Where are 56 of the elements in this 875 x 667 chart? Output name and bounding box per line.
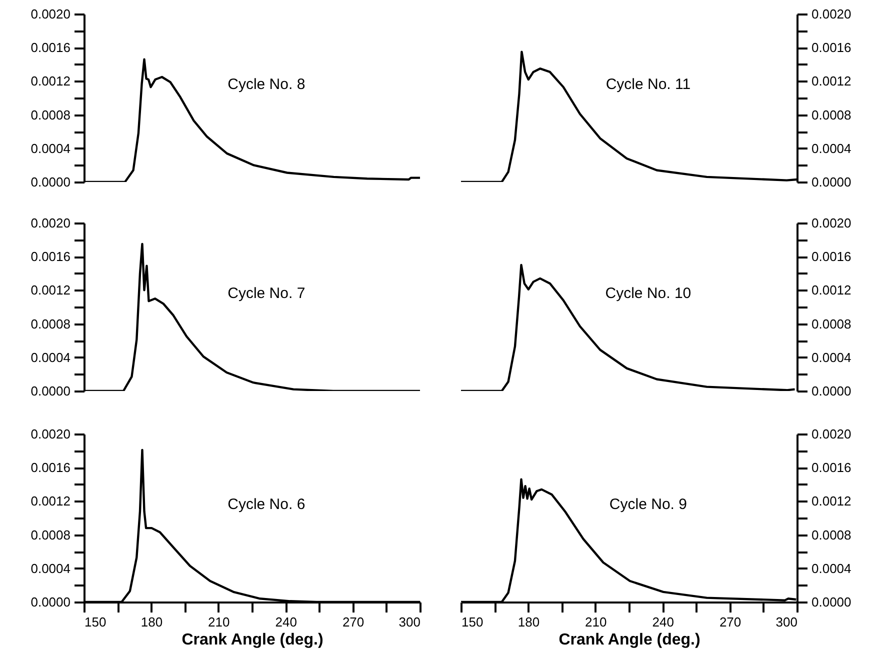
x-axis-title: Crank Angle (deg.) — [182, 632, 324, 648]
x-tick-label: 180 — [140, 614, 163, 630]
y2-tick-label: 0.0016 — [812, 460, 852, 476]
y-tick-label: 0.0004 — [30, 350, 70, 365]
y2-tick-label: 0.0016 — [812, 40, 852, 56]
y-tick-label: 0.0004 — [30, 560, 70, 576]
x-tick-label: 270 — [342, 614, 364, 630]
y-tick-label: 0.0004 — [30, 140, 70, 156]
x-tick-label: 240 — [652, 614, 674, 630]
annotation: Cycle No. 10 — [605, 285, 692, 302]
x-tick-label: 240 — [275, 614, 297, 630]
y-tick-label: 0.0016 — [30, 249, 70, 264]
y-tick-label: 0.0016 — [30, 460, 70, 476]
y2-tick-label: 0.0004 — [812, 350, 852, 365]
y-tick-label: 0.0012 — [30, 282, 70, 298]
x-tick-label: 210 — [208, 614, 230, 630]
annotation: Cycle No. 8 — [228, 76, 306, 93]
y-tick-label: 0.0012 — [30, 494, 70, 509]
y2-tick-label: 0.0012 — [812, 282, 852, 298]
y2-tick-label: 0.0008 — [812, 527, 852, 542]
y2-tick-label: 0.0008 — [812, 107, 852, 122]
annotation: Cycle No. 9 — [609, 496, 687, 513]
y-tick-label: 0.0020 — [30, 6, 70, 22]
x-tick-label: 180 — [518, 614, 540, 630]
y2-tick-label: 0.0008 — [812, 316, 852, 332]
y2-tick-label: 0.0016 — [812, 249, 852, 264]
y2-tick-label: 0.0000 — [812, 384, 852, 398]
x-tick-label: 300 — [776, 614, 798, 630]
x-axis-title: Crank Angle (deg.) — [558, 632, 700, 648]
x-tick-label: 300 — [398, 614, 420, 630]
annotation: Cycle No. 6 — [228, 496, 306, 513]
y-tick-label: 0.0012 — [30, 74, 70, 89]
annotation: Cycle No. 7 — [228, 285, 306, 302]
y-tick-label: 0.0000 — [30, 174, 70, 190]
y-tick-label: 0.0020 — [30, 216, 70, 230]
annotation: Cycle No. 11 — [606, 76, 691, 93]
y2-tick-label: 0.0012 — [812, 494, 852, 509]
y2-tick-label: 0.0020 — [812, 6, 852, 22]
y-tick-label: 0.0008 — [30, 107, 70, 122]
y2-tick-label: 0.0012 — [812, 74, 852, 89]
y2-tick-label: 0.0020 — [812, 216, 852, 230]
y-tick-label: 0.0000 — [30, 384, 70, 398]
x-tick-label: 150 — [84, 614, 106, 630]
y2-tick-label: 0.0020 — [812, 426, 852, 442]
y-tick-label: 0.0008 — [30, 527, 70, 542]
y-tick-label: 0.0016 — [30, 40, 70, 56]
y2-tick-label: 0.0004 — [812, 140, 852, 156]
y2-tick-label: 0.0000 — [812, 174, 852, 190]
y2-tick-label: 0.0004 — [812, 560, 852, 576]
y-tick-label: 0.0020 — [30, 426, 70, 442]
x-tick-label: 270 — [719, 614, 742, 630]
y2-tick-label: 0.0000 — [812, 594, 852, 610]
y-tick-label: 0.0000 — [30, 594, 70, 610]
y-tick-label: 0.0008 — [30, 316, 70, 332]
x-tick-label: 150 — [462, 614, 484, 630]
x-tick-label: 210 — [585, 614, 607, 630]
